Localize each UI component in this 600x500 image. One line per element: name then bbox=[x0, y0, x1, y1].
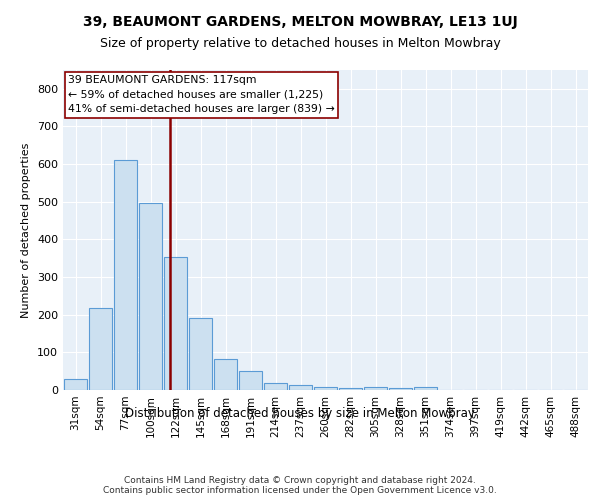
Text: Contains HM Land Registry data © Crown copyright and database right 2024.
Contai: Contains HM Land Registry data © Crown c… bbox=[103, 476, 497, 495]
Bar bbox=[139, 202, 162, 390]
Bar bbox=[339, 388, 362, 390]
Bar bbox=[264, 383, 287, 390]
Text: 39 BEAUMONT GARDENS: 117sqm
← 59% of detached houses are smaller (1,225)
41% of : 39 BEAUMONT GARDENS: 117sqm ← 59% of det… bbox=[68, 75, 335, 114]
Bar bbox=[239, 371, 262, 390]
Text: Size of property relative to detached houses in Melton Mowbray: Size of property relative to detached ho… bbox=[100, 38, 500, 51]
Bar bbox=[64, 378, 87, 390]
Bar bbox=[414, 388, 437, 390]
Bar bbox=[164, 258, 187, 390]
Bar bbox=[289, 385, 312, 390]
Bar bbox=[389, 388, 412, 390]
Text: 39, BEAUMONT GARDENS, MELTON MOWBRAY, LE13 1UJ: 39, BEAUMONT GARDENS, MELTON MOWBRAY, LE… bbox=[83, 15, 517, 29]
Y-axis label: Number of detached properties: Number of detached properties bbox=[22, 142, 31, 318]
Bar bbox=[89, 308, 112, 390]
Bar bbox=[114, 160, 137, 390]
Text: Distribution of detached houses by size in Melton Mowbray: Distribution of detached houses by size … bbox=[125, 408, 475, 420]
Bar bbox=[214, 359, 237, 390]
Bar bbox=[364, 388, 387, 390]
Bar bbox=[189, 318, 212, 390]
Bar bbox=[314, 387, 337, 390]
